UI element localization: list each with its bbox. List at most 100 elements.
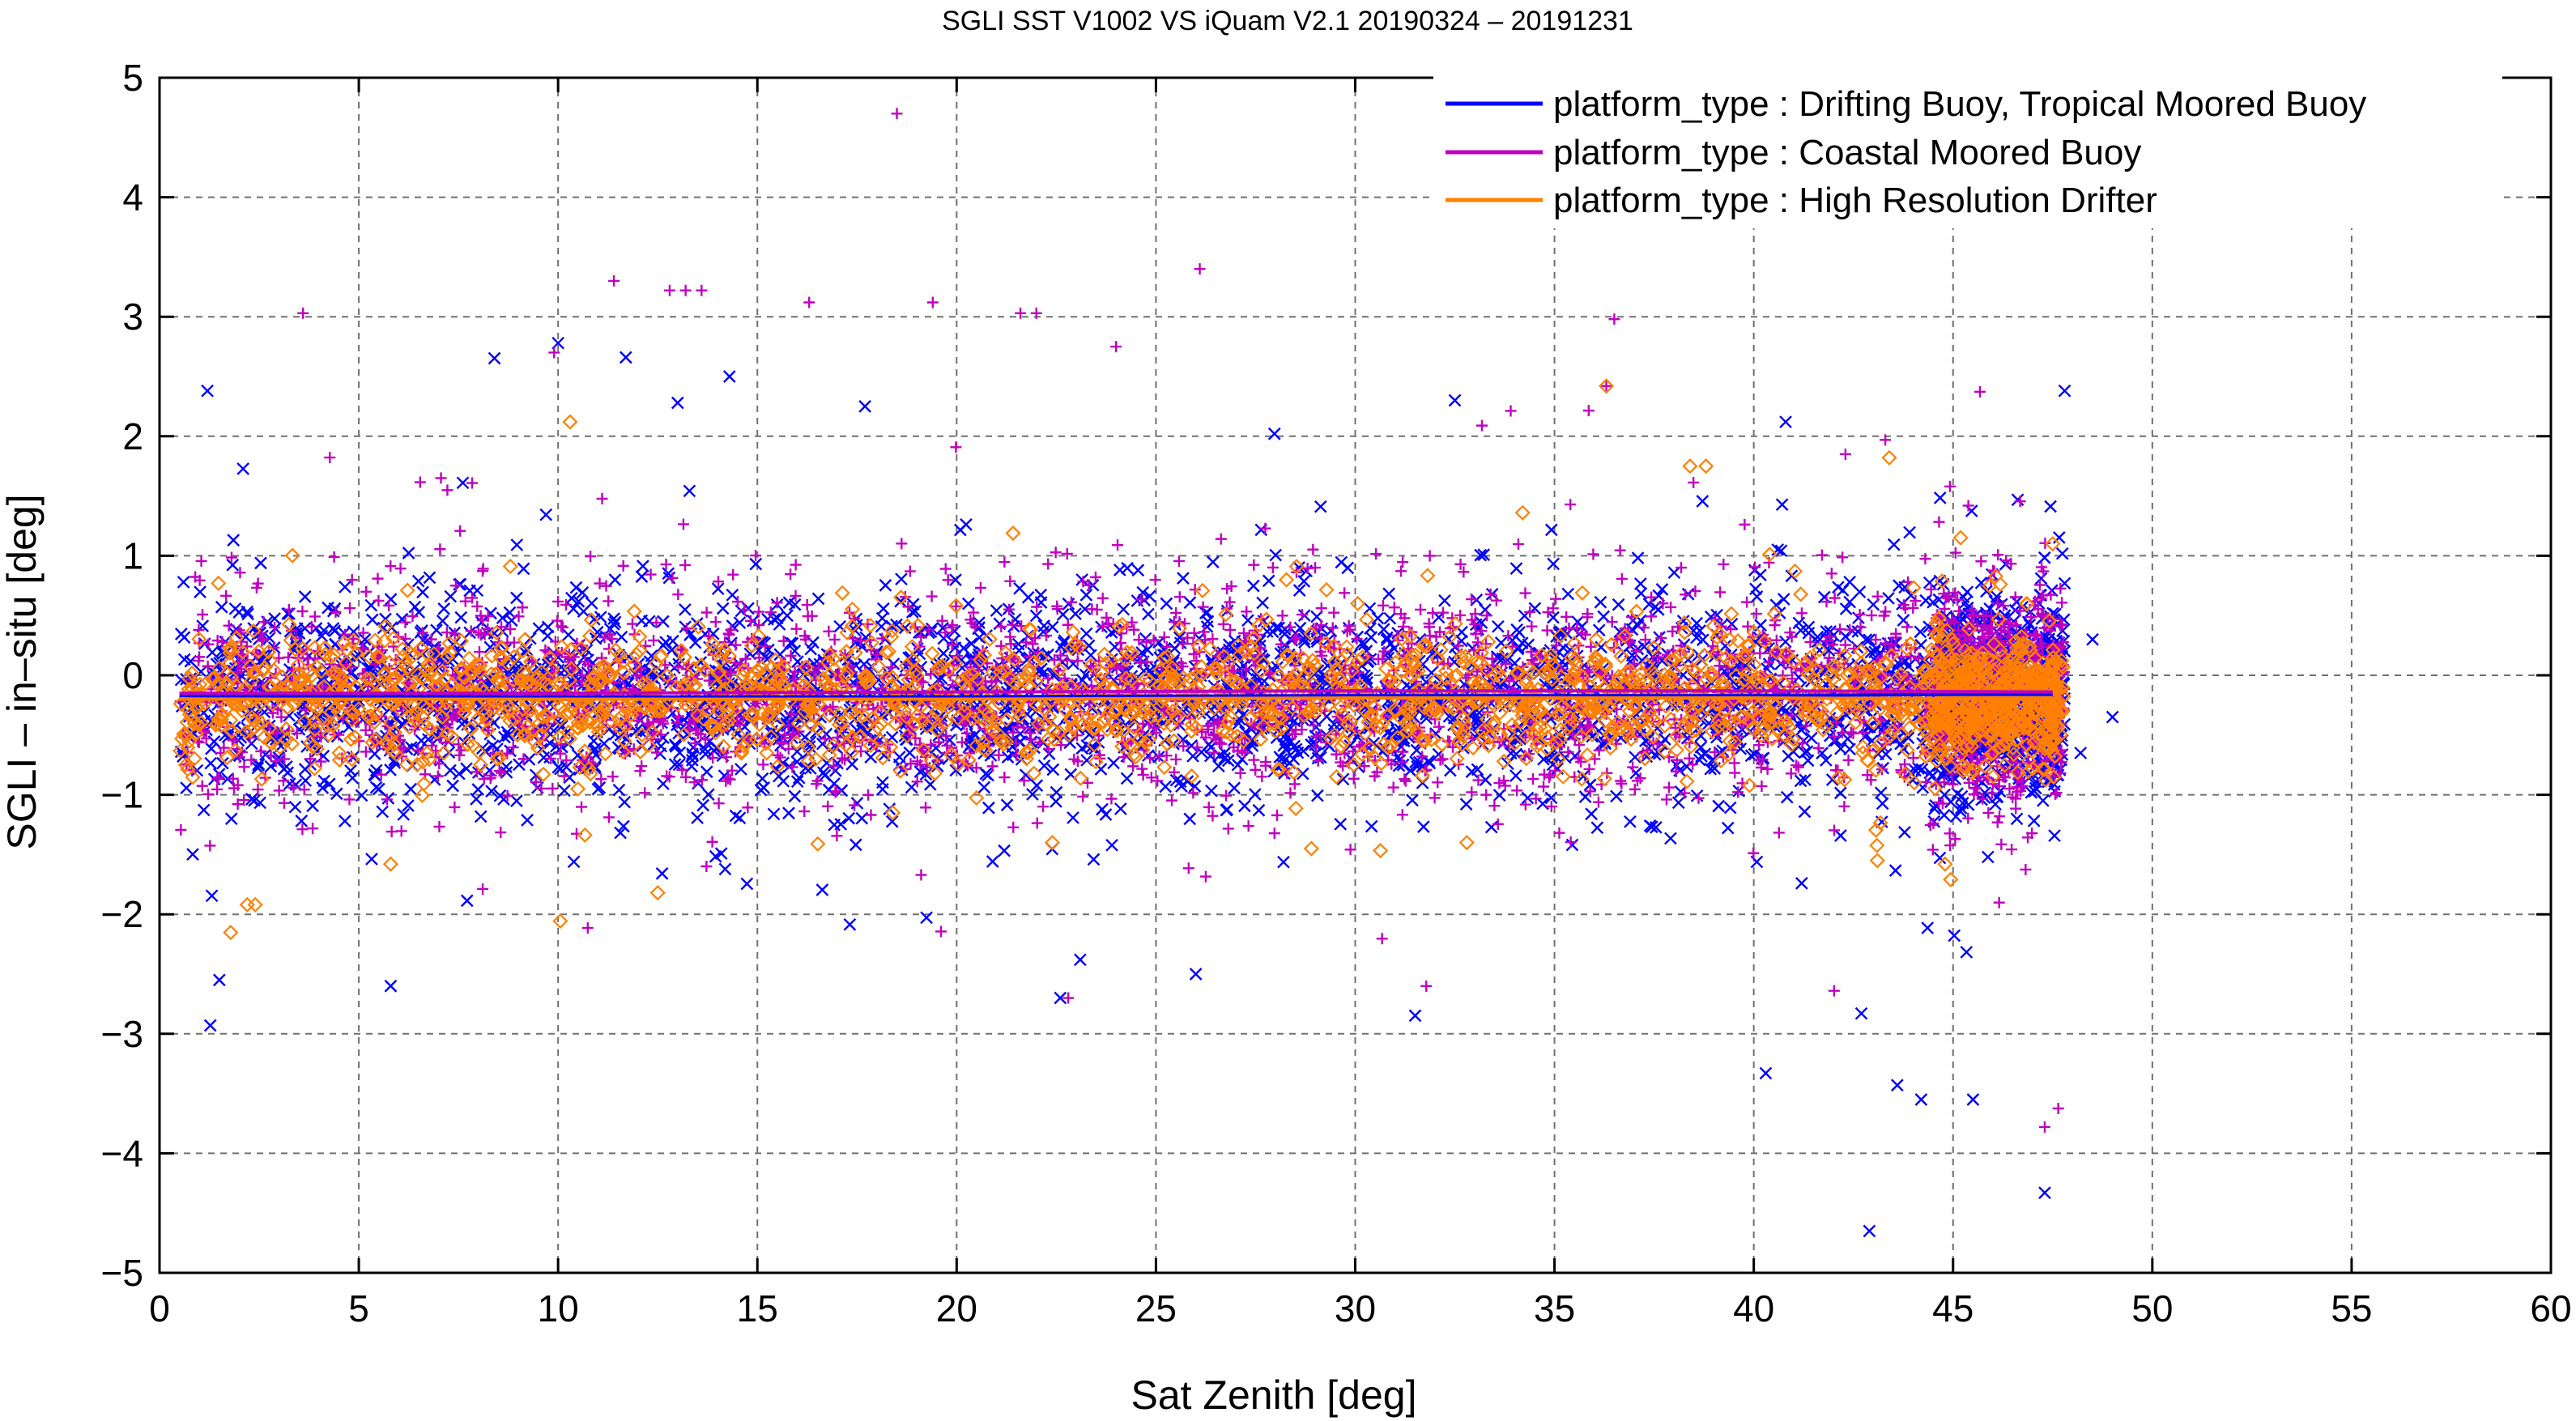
- data-point: [402, 799, 415, 812]
- data-point: [1007, 619, 1020, 633]
- data-point: [1037, 759, 1051, 772]
- data-point: [236, 462, 250, 475]
- data-point: [1792, 616, 1806, 630]
- data-point: [1472, 774, 1484, 786]
- data-point: [1978, 786, 1991, 800]
- data-point: [722, 370, 736, 383]
- data-point: [1438, 594, 1451, 607]
- data-point: [754, 783, 768, 797]
- data-point: [1981, 850, 1995, 864]
- data-point: [338, 581, 351, 594]
- data-point: [357, 642, 369, 654]
- data-point: [1671, 796, 1685, 810]
- data-point: [1431, 649, 1444, 662]
- data-point: [1120, 772, 1134, 785]
- data-point: [1336, 772, 1350, 786]
- data-point: [1371, 611, 1385, 625]
- data-point: [1107, 756, 1120, 770]
- data-point: [1427, 607, 1439, 619]
- data-point: [330, 787, 343, 801]
- data-point: [2038, 622, 2050, 634]
- data-point: [1775, 498, 1789, 512]
- data-point: [436, 720, 449, 734]
- data-point: [1021, 590, 1035, 604]
- data-point: [920, 911, 933, 925]
- data-point: [1914, 1093, 1928, 1106]
- data-point: [1062, 598, 1075, 611]
- data-point: [1794, 774, 1807, 788]
- data-point: [1211, 759, 1225, 773]
- data-point: [295, 815, 309, 827]
- data-point: [1191, 742, 1203, 754]
- data-point: [733, 616, 747, 629]
- data-point: [683, 484, 696, 498]
- data-point: [661, 770, 673, 782]
- data-point: [798, 806, 811, 818]
- data-point: [1199, 606, 1212, 619]
- data-point: [892, 751, 906, 764]
- data-point: [709, 616, 722, 628]
- data-point: [1714, 586, 1727, 598]
- data-point: [1790, 759, 1803, 772]
- data-point: [1915, 763, 1929, 776]
- data-point: [1723, 801, 1737, 815]
- data-point: [1049, 654, 1061, 666]
- data-point: [1866, 610, 1878, 622]
- data-point: [383, 599, 395, 611]
- data-point: [1571, 615, 1585, 628]
- data-point: [922, 623, 935, 636]
- data-point: [1135, 657, 1147, 669]
- data-point: [1279, 742, 1292, 756]
- data-point: [1454, 609, 1467, 621]
- data-point: [1944, 480, 1956, 492]
- data-point: [831, 830, 843, 842]
- data-point: [1182, 632, 1194, 644]
- data-point: [368, 768, 381, 782]
- scatter-points: [172, 83, 2119, 1238]
- data-point: [1704, 762, 1718, 776]
- data-point: [949, 764, 963, 777]
- data-point: [1869, 642, 1883, 655]
- data-point: [1242, 820, 1254, 832]
- data-point: [1692, 792, 1705, 804]
- data-point: [501, 747, 513, 759]
- data-point: [1777, 670, 1789, 682]
- data-point: [1561, 611, 1573, 623]
- data-point: [740, 877, 754, 891]
- data-point: [2035, 637, 2047, 649]
- data-point: [756, 772, 769, 785]
- data-point: [1382, 587, 1395, 601]
- data-point: [739, 604, 751, 616]
- data-point: [1376, 933, 1388, 945]
- data-point: [1949, 810, 1963, 823]
- data-point: [645, 649, 658, 662]
- data-point: [224, 812, 238, 826]
- data-point: [288, 800, 302, 814]
- data-point: [937, 632, 951, 645]
- data-point: [1147, 634, 1160, 646]
- data-point: [408, 600, 422, 614]
- data-point: [1069, 607, 1082, 620]
- data-point: [1089, 571, 1101, 583]
- data-point: [696, 705, 708, 717]
- data-point: [1365, 819, 1378, 833]
- data-point: [344, 764, 357, 777]
- data-point: [1181, 775, 1194, 788]
- data-point: [215, 600, 228, 614]
- data-point: [485, 785, 498, 798]
- data-point: [1759, 1066, 1773, 1080]
- data-point: [1114, 802, 1127, 815]
- data-point: [437, 602, 451, 615]
- data-point: [495, 827, 507, 839]
- data-point: [315, 629, 329, 643]
- data-point: [1131, 564, 1145, 577]
- data-point: [1137, 768, 1149, 781]
- data-point: [1680, 759, 1693, 773]
- data-point: [1921, 921, 1935, 934]
- data-point: [998, 701, 1012, 715]
- data-point: [322, 777, 336, 791]
- data-point: [1085, 679, 1097, 691]
- data-point: [1183, 596, 1197, 610]
- data-point: [671, 396, 684, 410]
- data-point: [1360, 675, 1374, 689]
